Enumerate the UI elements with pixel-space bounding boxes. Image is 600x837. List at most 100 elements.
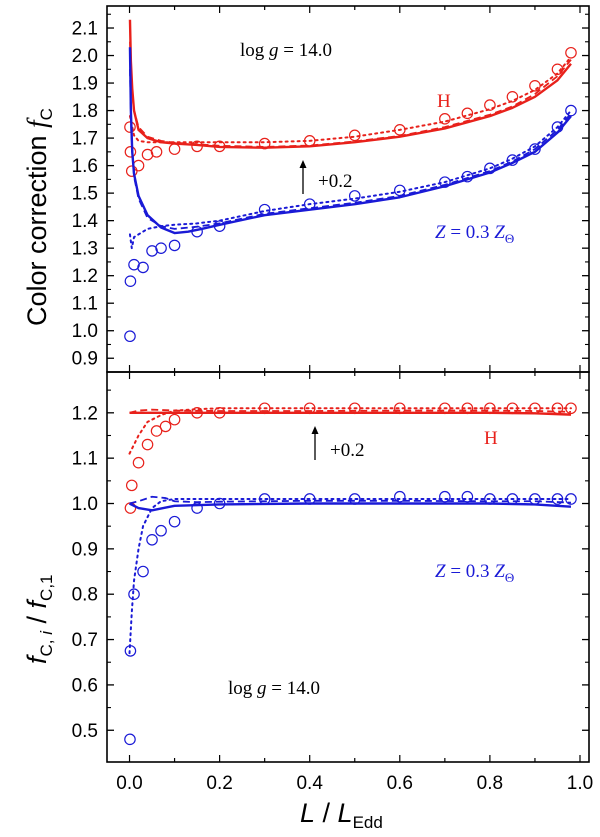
x-tick-label: 1.0 — [567, 773, 593, 794]
y-tick-label: 0.8 — [72, 585, 98, 606]
data-point-h-points — [565, 46, 577, 59]
data-point-z-points — [168, 239, 181, 252]
y-tick-label: 1.6 — [72, 156, 98, 177]
y-tick-label: 1.4 — [72, 211, 99, 232]
y-tick-label: 0.5 — [72, 721, 98, 742]
data-point-h-points — [213, 140, 226, 153]
data-point-h-points — [551, 402, 564, 415]
data-point-z-points — [484, 493, 496, 505]
data-point-h-points — [168, 143, 181, 155]
y-tick-label: 0.9 — [72, 539, 98, 560]
data-point-z-points — [303, 493, 316, 505]
y-tick-label: 1.2 — [72, 266, 98, 287]
data-point-h-points — [168, 413, 181, 426]
data-point-h-points — [506, 91, 519, 103]
data-point-h-points — [461, 107, 474, 120]
data-point-z-points — [137, 261, 149, 274]
y-tick-label: 2.1 — [72, 19, 98, 40]
data-point-z-points — [155, 524, 167, 537]
data-point-z-points — [565, 493, 577, 505]
y-tick-label: 1.5 — [72, 184, 98, 205]
y-tick-label: 1.3 — [72, 239, 98, 260]
bottom-z-label: Z = 0.3 ZΘ — [435, 561, 514, 585]
data-point-z-points — [461, 170, 474, 183]
x-tick-label: 0.2 — [206, 773, 232, 794]
data-point-h-points — [439, 113, 451, 125]
data-point-h-points — [125, 479, 138, 492]
series-line-h-solid — [129, 411, 572, 416]
top-offset-arrow — [299, 160, 307, 194]
bottom-logg-label: log g = 14.0 — [228, 678, 320, 699]
series-line-h-dotted — [128, 407, 572, 455]
y-tick-label: 1.2 — [72, 403, 98, 424]
y-tick-label: 1.1 — [72, 294, 98, 315]
bottom-panel-frame — [106, 371, 590, 763]
top-z-label: Z = 0.3 ZΘ — [435, 222, 514, 246]
data-point-h-points — [506, 402, 519, 415]
data-point-z-points — [191, 225, 203, 238]
data-point-h-points — [258, 137, 271, 150]
data-point-z-points — [191, 502, 203, 514]
y-tick-label: 1.7 — [72, 129, 98, 150]
y-tick-label: 0.9 — [72, 349, 98, 370]
series-line-h-solid — [128, 19, 572, 149]
bottom-offset-label: +0.2 — [330, 440, 364, 461]
series-layer — [124, 19, 577, 746]
data-point-z-points — [551, 121, 564, 133]
data-point-h-points — [348, 129, 361, 142]
top-y-axis-title: Color correction fC — [22, 108, 56, 326]
top-h-label: H — [437, 91, 451, 112]
series-line-h-dashed — [129, 41, 572, 148]
data-point-h-points — [258, 402, 271, 415]
bottom-offset-arrow — [311, 426, 319, 460]
data-point-h-points — [484, 402, 496, 415]
data-point-z-points — [258, 493, 271, 505]
data-point-h-points — [132, 159, 145, 172]
series-line-h-dotted — [128, 55, 572, 144]
series-line-z-solid — [128, 47, 572, 235]
x-tick-label: 0.8 — [477, 773, 503, 794]
data-point-z-points — [155, 242, 167, 254]
series-line-z-dashed — [129, 495, 572, 505]
bottom-y-axis-title: fC, i / fC,1 — [22, 574, 56, 664]
data-point-z-points — [506, 154, 519, 166]
tick-layer: 0.9 1.0 1.1 1.2 1.3 1.4 1.5 1.6 1.7 1.8 1.9 2.0 2.1 0… — [72, 6, 593, 794]
x-tick-label: 0.0 — [116, 773, 142, 794]
data-point-h-points — [303, 402, 316, 415]
data-point-z-points — [565, 104, 577, 117]
data-point-z-points — [213, 497, 226, 510]
y-tick-label: 0.6 — [72, 675, 98, 696]
top-logg-label: log g = 14.0 — [240, 40, 332, 61]
data-point-h-points — [394, 402, 406, 415]
data-point-z-points — [348, 493, 361, 505]
data-point-h-points — [529, 402, 541, 415]
data-point-z-points — [394, 184, 406, 197]
data-point-h-points — [159, 420, 172, 433]
data-point-h-points — [303, 135, 316, 147]
data-point-h-points — [132, 456, 145, 469]
data-point-h-points — [439, 402, 451, 415]
data-point-z-points — [137, 565, 149, 578]
data-point-z-points — [303, 198, 316, 210]
data-point-z-points — [124, 733, 136, 746]
data-point-h-points — [394, 124, 406, 136]
y-tick-label: 2.0 — [72, 46, 98, 67]
data-point-z-points — [551, 493, 564, 505]
data-point-z-points — [258, 203, 271, 216]
data-point-z-points — [529, 493, 541, 505]
data-point-z-points — [439, 176, 451, 188]
y-tick-label: 1.8 — [72, 101, 98, 122]
data-point-h-points — [124, 121, 136, 133]
y-tick-label: 1.0 — [72, 494, 98, 515]
data-point-h-points — [191, 407, 203, 419]
data-point-h-points — [150, 425, 163, 437]
data-point-h-points — [348, 402, 361, 415]
data-point-h-points — [565, 402, 577, 415]
y-tick-label: 1.1 — [72, 449, 98, 470]
data-point-h-points — [551, 63, 564, 76]
data-point-h-points — [141, 438, 154, 451]
data-point-h-points — [150, 146, 163, 158]
data-point-z-points — [529, 143, 541, 155]
series-line-z-dotted — [128, 497, 572, 655]
